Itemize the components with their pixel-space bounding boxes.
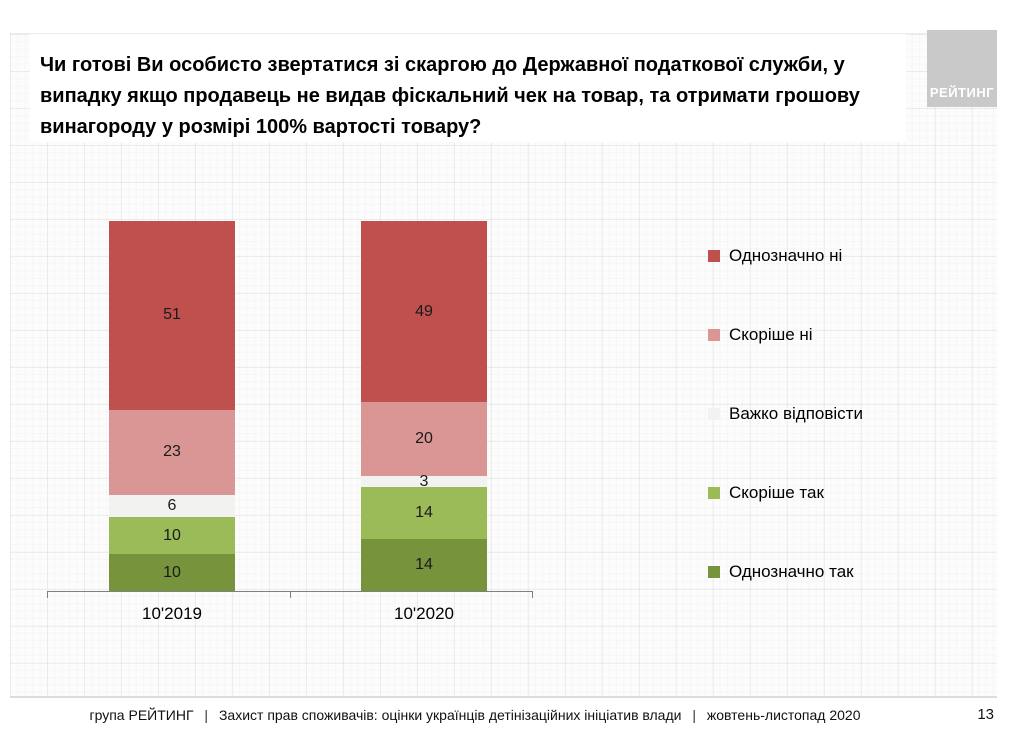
legend-item-3: Скоріше так bbox=[708, 481, 863, 505]
axis-tick-right bbox=[532, 591, 533, 598]
bar-10'2020: 49 20 3 14 14 bbox=[361, 221, 487, 591]
chart-legend: Однозначно ні Скоріше ні Важко відповісти С… bbox=[708, 244, 863, 584]
page-number: 13 bbox=[977, 706, 994, 723]
segment-value-label: 23 bbox=[163, 443, 181, 461]
segment-value-label: 6 bbox=[167, 496, 177, 514]
segment-value-label: 51 bbox=[163, 306, 181, 324]
legend-label: Скоріше ні bbox=[729, 325, 813, 344]
legend-label: Важко відповісти bbox=[729, 404, 863, 423]
segment-10'2020-series-0: 49 bbox=[361, 221, 487, 403]
footer-separator-2: | bbox=[692, 707, 696, 723]
footer-report-title: Захист прав споживачів: оцінки українців… bbox=[218, 707, 682, 723]
axis-tick-left bbox=[47, 591, 48, 598]
legend-label: Скоріше так bbox=[729, 483, 824, 502]
legend-item-4: Однозначно так bbox=[708, 560, 863, 584]
axis-tick-middle bbox=[289, 591, 291, 598]
segment-value-label: 3 bbox=[419, 472, 429, 490]
legend-swatch-icon bbox=[708, 487, 720, 499]
footer-org: група РЕЙТИНГ bbox=[89, 707, 194, 723]
stacked-bar-chart: 51 23 6 10 10 49 20 3 14 14 10'2019 10'2020 bbox=[47, 221, 533, 623]
question-title: Чи готові Ви особисто звертатися зі скар… bbox=[40, 54, 860, 138]
segment-10'2019-series-1: 23 bbox=[109, 409, 235, 495]
rating-logo-text: РЕЙТИНГ bbox=[929, 85, 995, 100]
segment-value-label: 10 bbox=[163, 526, 181, 544]
segment-10'2020-series-2: 3 bbox=[361, 472, 487, 490]
segment-10'2019-series-0: 51 bbox=[109, 221, 235, 410]
legend-item-1: Скоріше ні bbox=[708, 323, 863, 347]
footer-period: жовтень-листопад 2020 bbox=[706, 707, 861, 723]
segment-10'2020-series-3: 14 bbox=[361, 487, 487, 540]
x-axis-label-10'2020: 10'2020 bbox=[394, 604, 454, 623]
rating-group-logo: РЕЙТИНГ bbox=[927, 30, 997, 107]
footer-separator-1: | bbox=[204, 707, 209, 723]
segment-10'2020-series-4: 14 bbox=[361, 539, 487, 591]
segment-value-label: 14 bbox=[415, 504, 433, 522]
legend-swatch-icon bbox=[708, 566, 720, 578]
segment-value-label: 14 bbox=[415, 556, 433, 574]
legend-swatch-icon bbox=[708, 329, 720, 341]
legend-label: Однозначно так bbox=[729, 562, 854, 581]
footer: група РЕЙТИНГ | Захист прав споживачів: … bbox=[0, 703, 950, 727]
segment-10'2019-series-2: 6 bbox=[109, 494, 235, 517]
segment-10'2019-series-4: 10 bbox=[109, 554, 235, 591]
segment-value-label: 10 bbox=[163, 563, 181, 581]
question-title-box: Чи готові Ви особисто звертатися зі скар… bbox=[30, 34, 906, 142]
legend-swatch-icon bbox=[708, 408, 720, 420]
segment-10'2019-series-3: 10 bbox=[109, 517, 235, 554]
bar-10'2019: 51 23 6 10 10 bbox=[109, 221, 235, 591]
legend-item-2: Важко відповісти bbox=[708, 402, 863, 426]
legend-item-0: Однозначно ні bbox=[708, 244, 863, 268]
x-axis-label-10'2019: 10'2019 bbox=[142, 604, 202, 623]
segment-value-label: 20 bbox=[415, 430, 433, 448]
legend-label: Однозначно ні bbox=[729, 246, 843, 265]
segment-value-label: 49 bbox=[415, 302, 433, 320]
legend-swatch-icon bbox=[708, 250, 720, 262]
segment-10'2020-series-1: 20 bbox=[361, 402, 487, 477]
